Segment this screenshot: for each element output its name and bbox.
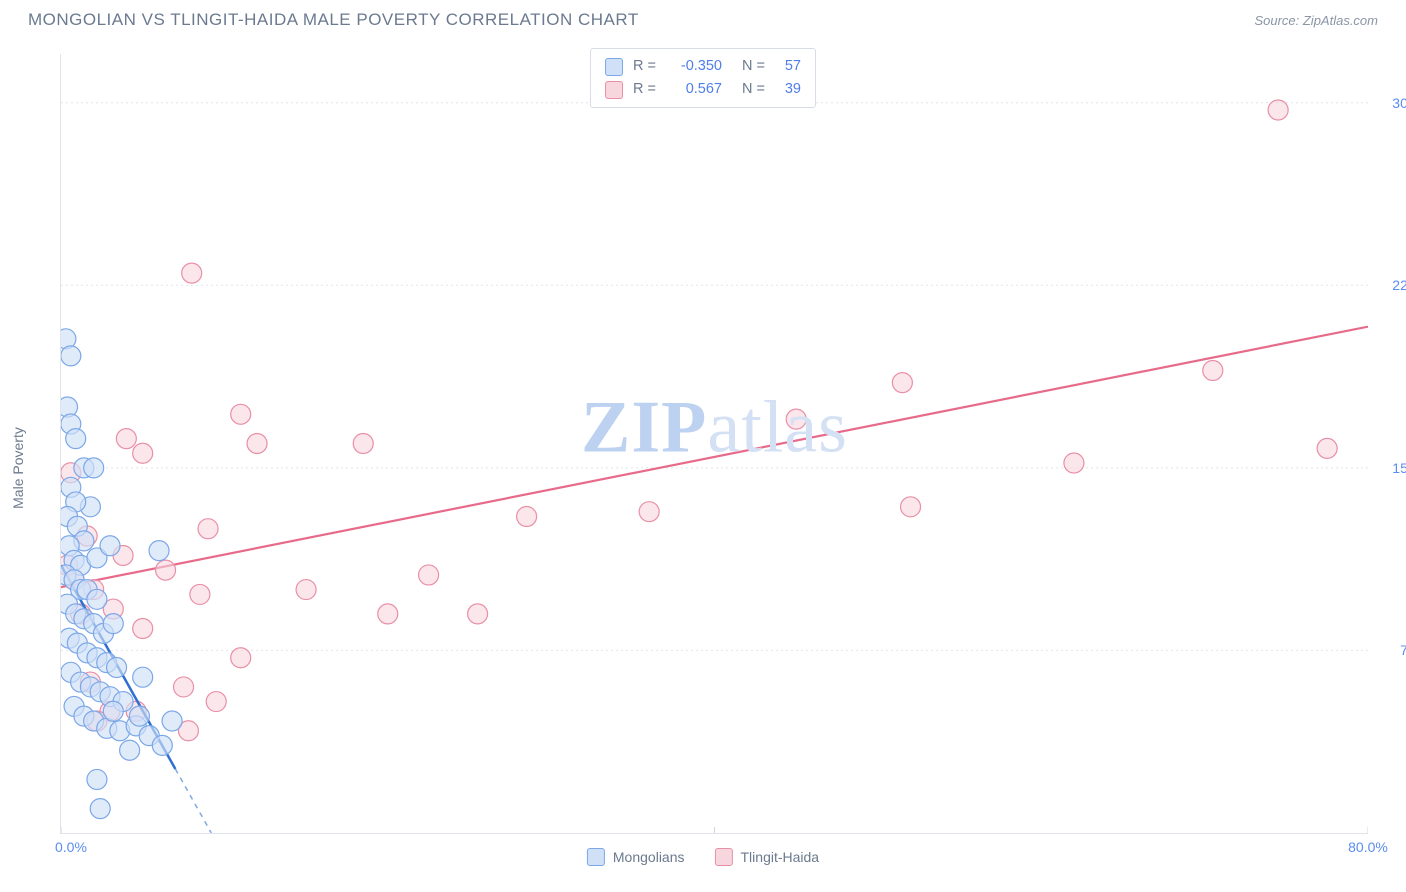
stats-n-label: N =	[742, 55, 765, 78]
stats-row-tlingit: R = 0.567 N = 39	[605, 78, 801, 101]
stats-row-mongolians: R = -0.350 N = 57	[605, 55, 801, 78]
stats-r-label: R =	[633, 78, 656, 101]
y-tick-label: 22.5%	[1392, 277, 1406, 293]
stats-r-label: R =	[633, 55, 656, 78]
stats-n-value: 57	[775, 55, 801, 78]
chart-container: Male Poverty ZIPatlas 7.5%15.0%22.5%30.0…	[28, 46, 1378, 874]
stats-r-value: -0.350	[666, 55, 722, 78]
source-prefix: Source:	[1254, 13, 1302, 28]
y-axis-label: Male Poverty	[10, 427, 26, 509]
legend-item-tlingit: Tlingit-Haida	[715, 848, 820, 866]
legend-label: Tlingit-Haida	[741, 849, 820, 865]
source-attribution: Source: ZipAtlas.com	[1254, 13, 1378, 28]
x-tick-label: 0.0%	[55, 839, 87, 855]
correlation-stats-box: R = -0.350 N = 57 R = 0.567 N = 39	[590, 48, 816, 108]
source-name: ZipAtlas.com	[1303, 13, 1378, 28]
x-tick-label: 80.0%	[1348, 839, 1388, 855]
legend-label: Mongolians	[613, 849, 685, 865]
stats-swatch	[605, 81, 623, 99]
stats-swatch	[605, 58, 623, 76]
stats-n-label: N =	[742, 78, 765, 101]
scatter-svg	[61, 54, 1368, 833]
plot-area: ZIPatlas 7.5%15.0%22.5%30.0%0.0%80.0%	[60, 54, 1368, 834]
stats-n-value: 39	[775, 78, 801, 101]
y-tick-label: 15.0%	[1392, 460, 1406, 476]
legend-item-mongolians: Mongolians	[587, 848, 685, 866]
legend-swatch	[715, 848, 733, 866]
y-tick-label: 7.5%	[1400, 642, 1406, 658]
y-tick-label: 30.0%	[1392, 95, 1406, 111]
chart-title: MONGOLIAN VS TLINGIT-HAIDA MALE POVERTY …	[28, 10, 639, 30]
stats-r-value: 0.567	[666, 78, 722, 101]
legend-swatch	[587, 848, 605, 866]
legend-bottom: Mongolians Tlingit-Haida	[587, 848, 819, 866]
